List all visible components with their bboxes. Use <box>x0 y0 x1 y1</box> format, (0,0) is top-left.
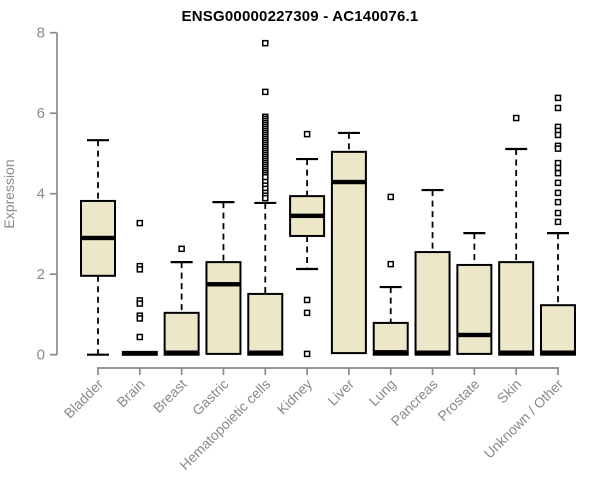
outlier-point <box>303 309 311 317</box>
median-line <box>81 235 115 241</box>
outlier-point <box>554 179 562 187</box>
box-pancreas <box>414 188 451 356</box>
chart-title: ENSG00000227309 - AC140076.1 <box>181 8 419 25</box>
box-lung <box>372 193 409 356</box>
outlier-point <box>303 130 311 138</box>
box-skin <box>498 114 535 356</box>
x-tick-label: Unknown / Other <box>481 376 567 462</box>
outlier-point <box>136 266 144 273</box>
y-axis: 0 2 4 6 8 <box>37 25 58 364</box>
x-tick-label: Brain <box>114 376 148 410</box>
iqr-box <box>540 304 576 356</box>
x-tick-label: Skin <box>494 376 525 407</box>
box-hematopoietic-cells <box>247 39 284 356</box>
x-tick-label: Prostate <box>434 376 482 424</box>
outlier-point <box>554 104 562 112</box>
x-tick-label: Liver <box>324 376 357 409</box>
outlier-point <box>554 131 562 139</box>
y-tick-label: 6 <box>37 105 45 122</box>
outlier-point <box>512 114 520 122</box>
box-bladder <box>80 139 116 356</box>
x-tick-label: Bladder <box>61 376 107 422</box>
median-line <box>541 350 575 355</box>
outlier-point <box>554 94 562 102</box>
y-tick-label: 0 <box>37 347 45 364</box>
median-line <box>373 350 408 355</box>
outlier-point <box>262 194 269 202</box>
outlier-point <box>178 245 185 253</box>
box-breast <box>163 245 200 356</box>
outlier-point <box>554 164 562 172</box>
median-line <box>457 332 492 338</box>
outlier-point <box>554 198 562 206</box>
box-prostate <box>456 232 493 355</box>
median-line <box>331 179 366 185</box>
outlier-point <box>387 260 394 268</box>
iqr-box <box>163 311 200 356</box>
outlier-point <box>136 333 144 341</box>
outlier-point <box>554 189 562 197</box>
outlier-point <box>136 315 144 322</box>
x-tick-label: Lung <box>366 376 399 409</box>
iqr-box <box>498 261 535 356</box>
outlier-point <box>136 219 144 227</box>
box-liver <box>330 131 367 355</box>
y-tick-label: 2 <box>37 266 45 283</box>
median-line <box>415 350 450 355</box>
x-tick-label: Breast <box>150 376 190 416</box>
y-tick-label: 8 <box>37 25 45 42</box>
iqr-box <box>330 150 367 355</box>
outlier-point <box>262 39 269 47</box>
box-kidney <box>289 130 326 358</box>
median-line <box>499 350 534 355</box>
outlier-point <box>303 350 311 358</box>
outlier-point <box>387 193 394 201</box>
outlier-point <box>554 169 562 177</box>
median-line <box>290 213 325 219</box>
outlier-point <box>262 88 269 96</box>
box-brain <box>121 219 158 356</box>
box-gastric <box>205 201 242 355</box>
median-line <box>122 351 157 356</box>
median-line <box>248 350 283 355</box>
median-line <box>206 282 241 287</box>
iqr-box <box>205 261 242 355</box>
x-tick-label: Kidney <box>274 376 316 418</box>
iqr-box <box>456 263 493 355</box>
y-tick-label: 4 <box>37 186 45 203</box>
outlier-point <box>554 218 562 226</box>
outlier-point <box>554 209 562 217</box>
median-line <box>164 350 199 355</box>
outlier-point <box>136 300 144 307</box>
iqr-box <box>247 292 284 356</box>
iqr-box <box>372 321 409 356</box>
box-unknown-other <box>540 94 576 356</box>
outlier-point <box>303 296 311 304</box>
outlier-point <box>554 145 562 152</box>
iqr-box <box>414 251 451 356</box>
